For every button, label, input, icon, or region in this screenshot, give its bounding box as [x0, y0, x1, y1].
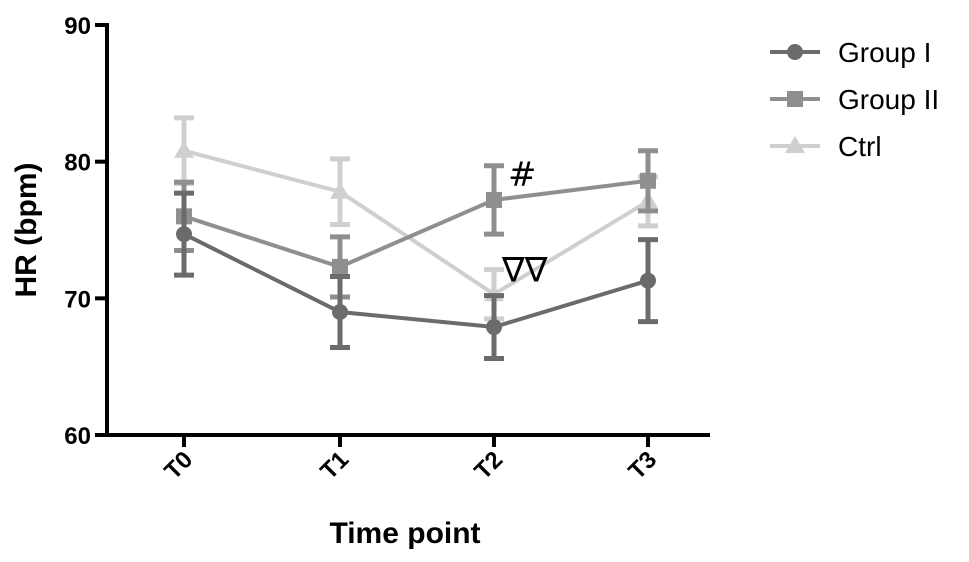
- data-point: [174, 140, 194, 158]
- data-point: [640, 272, 656, 289]
- data-point: [332, 258, 348, 275]
- legend-label: Group II: [838, 84, 939, 115]
- x-tick-label: T1: [315, 446, 354, 485]
- x-tick-label: T0: [159, 446, 198, 485]
- series-group-ii: [174, 148, 658, 300]
- axes: 60 70 80 90 T0 T1 T2 T3: [64, 13, 710, 485]
- legend-label: Group I: [838, 37, 931, 68]
- series-line: [183, 232, 649, 330]
- y-tick-label: 80: [64, 150, 91, 177]
- plot-area: # ∇∇: [174, 115, 658, 361]
- legend-marker: [787, 91, 803, 107]
- legend-marker: [787, 44, 803, 60]
- legend-item-group-ii: Group II: [770, 84, 939, 115]
- data-point: [486, 191, 502, 208]
- annotation-label: ∇∇: [501, 251, 548, 291]
- legend-item-group-i: Group I: [770, 37, 931, 68]
- data-point: [640, 172, 656, 189]
- x-tick-label: T2: [469, 446, 508, 485]
- data-point: [176, 226, 192, 243]
- legend-label: Ctrl: [838, 131, 882, 162]
- series-line: [183, 178, 649, 270]
- legend: Group I Group II Ctrl: [770, 37, 939, 162]
- y-tick-label: 70: [64, 286, 91, 313]
- data-point: [332, 304, 348, 320]
- series-ctrl: [174, 115, 658, 322]
- data-point: [486, 319, 502, 336]
- x-tick-label: T3: [623, 446, 662, 485]
- legend-item-ctrl: Ctrl: [770, 131, 882, 162]
- series-line: [183, 148, 650, 297]
- x-axis-title: Time point: [329, 517, 480, 550]
- y-tick-label: 90: [64, 13, 91, 40]
- series-group-i: [174, 190, 658, 361]
- legend-marker: [785, 136, 805, 153]
- y-tick-label: 60: [64, 423, 91, 450]
- data-point: [330, 181, 350, 199]
- y-axis-title: HR (bpm): [10, 163, 43, 298]
- annotation-label: #: [508, 155, 537, 195]
